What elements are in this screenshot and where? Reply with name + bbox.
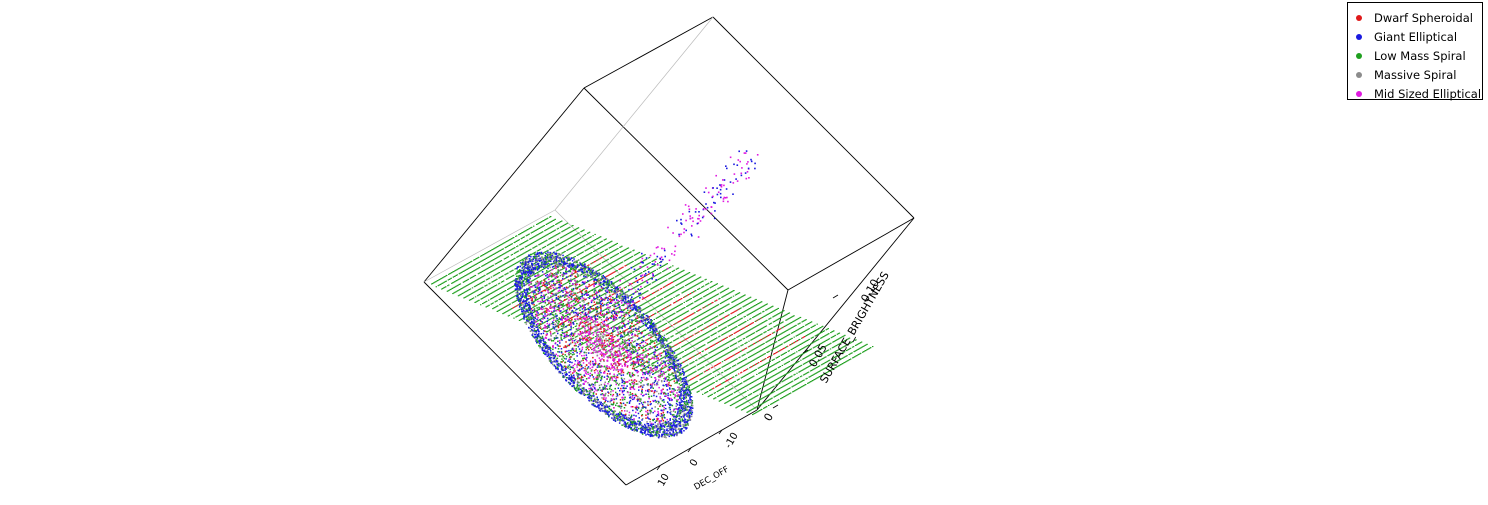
legend-marker (1356, 90, 1362, 97)
z-tick-0: 0 (761, 411, 776, 424)
box-edge-hidden (554, 16, 714, 211)
z-axis-tick (772, 404, 779, 409)
legend-marker (1356, 14, 1362, 21)
y-axis-label: DEC_OFF (693, 465, 731, 493)
box-edge (583, 16, 714, 89)
axes (656, 294, 839, 471)
y-axis-tick (656, 465, 661, 471)
box-edge (423, 87, 585, 283)
z-axis-tick (832, 294, 839, 299)
box-edge-hidden (423, 209, 556, 283)
legend: Dwarf Spheroidal Giant Elliptical Low Ma… (1347, 2, 1483, 103)
y-axis-tick (687, 447, 692, 453)
box-edge (423, 281, 627, 486)
legend-marker (1356, 33, 1362, 40)
legend-label: Mid Sized Elliptical (1374, 86, 1482, 101)
plot-box (423, 16, 915, 486)
box-edge (756, 217, 915, 411)
y-tick-2: -10 (723, 431, 741, 451)
legend-marker (1356, 71, 1362, 78)
z-axis-label: SURFACE_BRIGHTNESS (817, 269, 892, 385)
box-edge (625, 409, 758, 486)
box-edge (583, 87, 789, 291)
data-point-cloud (514, 150, 759, 439)
legend-item-low-mass-spiral: Low Mass Spiral (1356, 46, 1482, 65)
legend-item-mid-sized-elliptical: Mid Sized Elliptical (1356, 84, 1482, 103)
y-tick-1: 0 (688, 457, 701, 468)
y-axis-tick (718, 429, 723, 435)
legend-label: Massive Spiral (1374, 67, 1457, 82)
legend-label: Giant Elliptical (1374, 29, 1458, 44)
legend-marker (1356, 52, 1362, 59)
box-edge (712, 16, 915, 219)
y-tick-0: 10 (656, 472, 672, 489)
legend-item-dwarf-spheroidal: Dwarf Spheroidal (1356, 8, 1482, 27)
legend-label: Dwarf Spheroidal (1374, 10, 1473, 25)
z-axis-tick (802, 349, 809, 354)
legend-item-massive-spiral: Massive Spiral (1356, 65, 1482, 84)
legend-item-giant-elliptical: Giant Elliptical (1356, 27, 1482, 46)
legend-label: Low Mass Spiral (1374, 48, 1466, 63)
box-edge (787, 217, 915, 291)
